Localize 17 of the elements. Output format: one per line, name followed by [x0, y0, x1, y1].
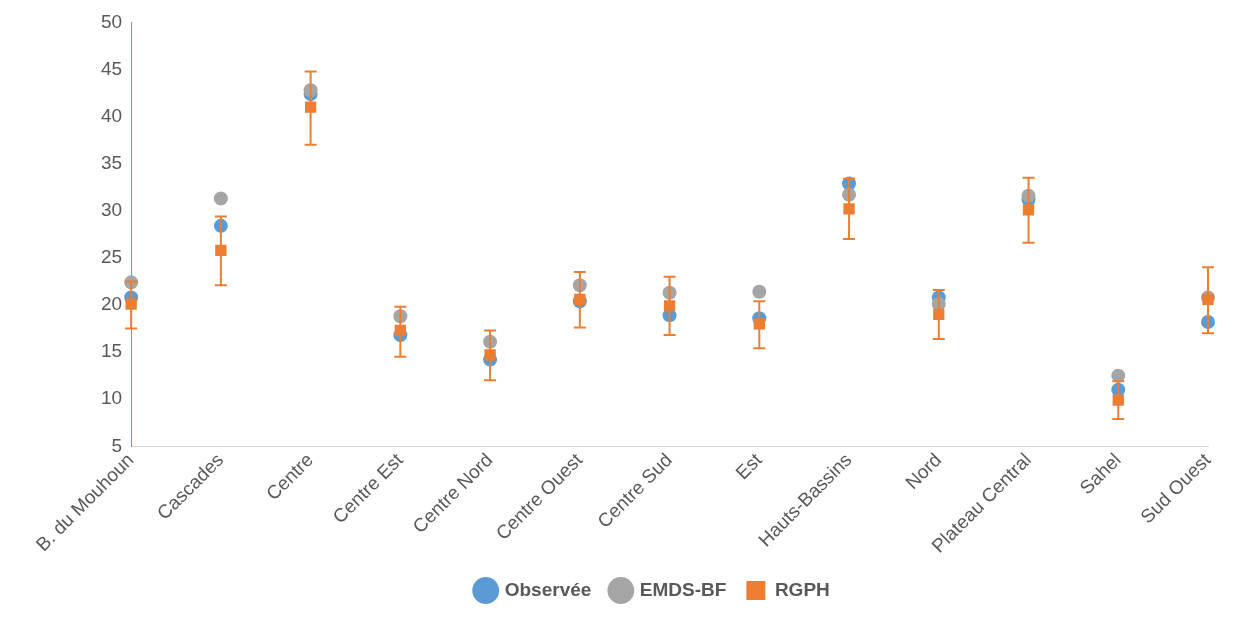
legend-label: RGPH	[774, 578, 830, 600]
y-tick-label: 15	[100, 340, 123, 362]
y-tick-label: 10	[100, 387, 123, 409]
y-tick-label: 50	[100, 10, 123, 32]
point	[213, 191, 228, 206]
point	[843, 203, 855, 215]
y-tick-label: 25	[100, 246, 123, 268]
legend-label: Observée	[504, 578, 592, 600]
legend-label: EMDS-BF	[639, 578, 727, 600]
y-tick-label: 40	[100, 104, 123, 126]
y-tick-label: 5	[111, 434, 123, 456]
point	[752, 284, 767, 299]
y-tick-label: 35	[100, 151, 123, 173]
y-tick-label: 45	[100, 57, 123, 79]
y-tick-label: 20	[100, 293, 123, 315]
y-tick-label: 30	[100, 199, 123, 221]
point	[484, 349, 496, 361]
